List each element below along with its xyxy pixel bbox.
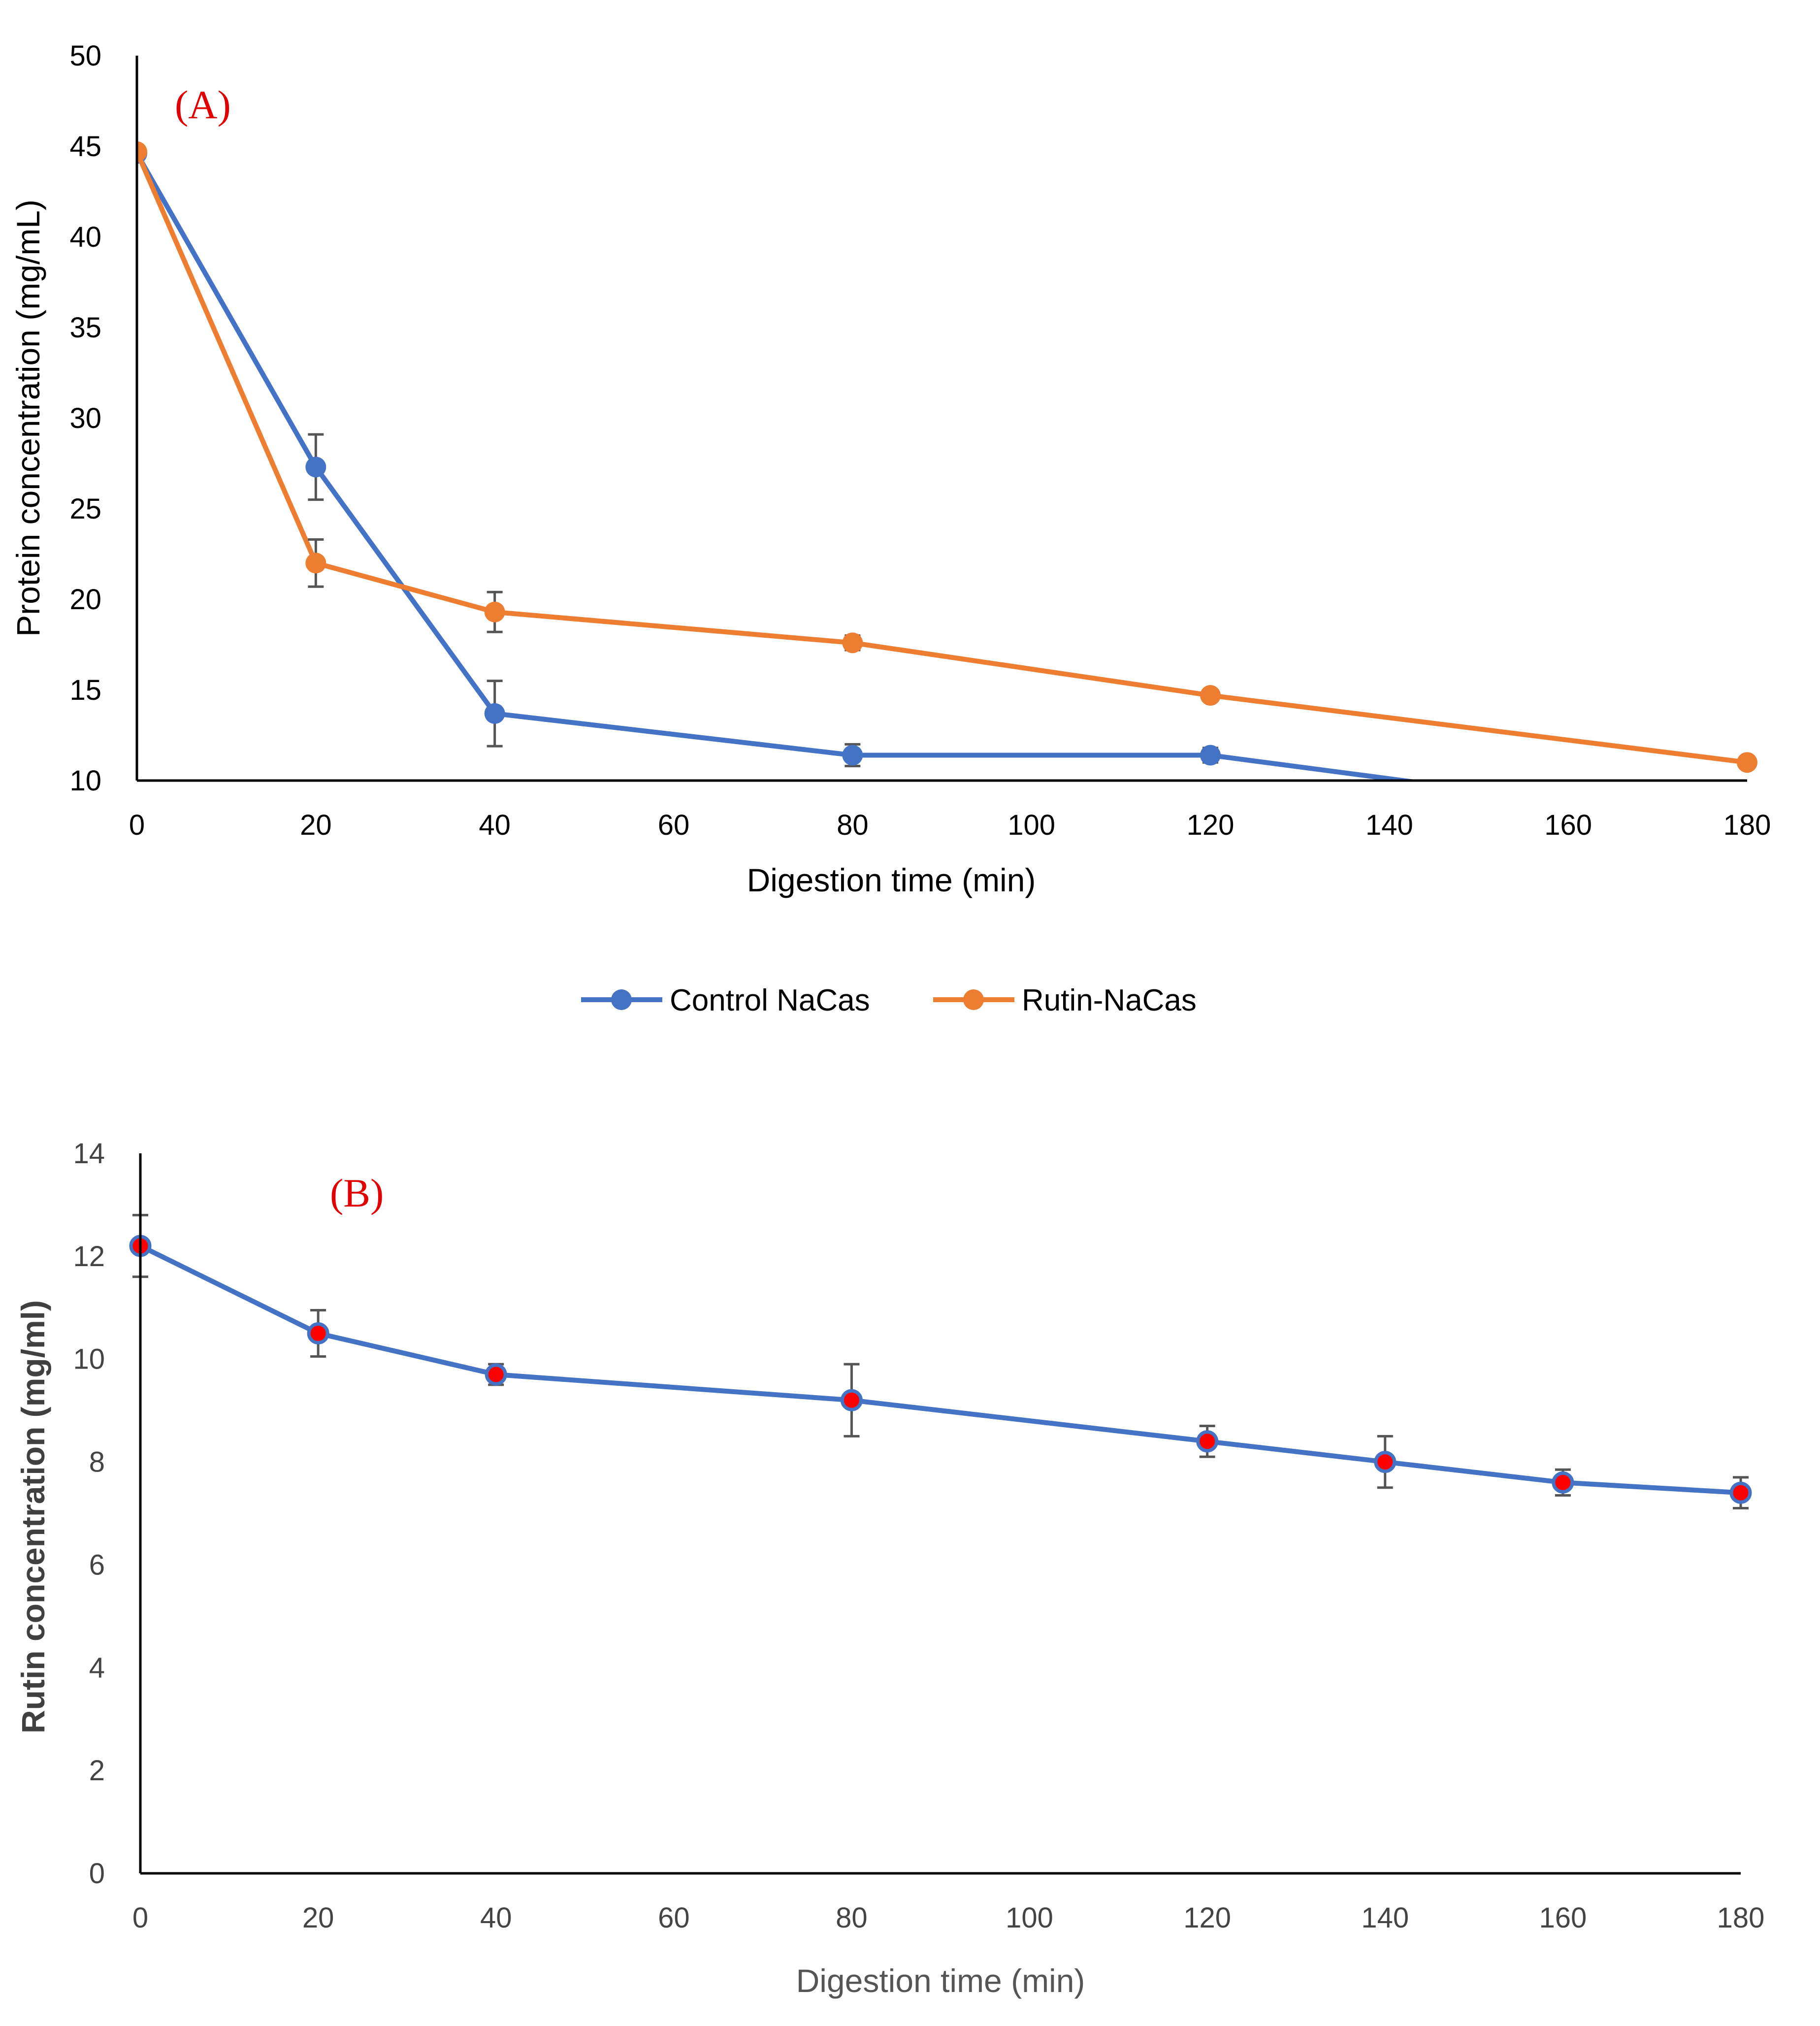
- x-tick-label: 80: [836, 1902, 868, 1934]
- data-point: [1729, 1481, 1752, 1504]
- data-point: [307, 1322, 329, 1344]
- panel-b-x-ticks: 0 20 40 60 80 100 120 140 160 180: [132, 1902, 1765, 1934]
- y-tick-label: 20: [69, 584, 101, 616]
- panel-a-chart: 10 15 20 25 30 35 40 45 50 0 20 40 60 80 100 120 140 160…: [10, 40, 1771, 1017]
- x-tick-label: 160: [1544, 809, 1592, 841]
- series-line: [137, 151, 1748, 765]
- y-tick-label: 45: [69, 131, 101, 163]
- panel-b-label: (B): [330, 1171, 384, 1215]
- legend-item: Control NaCas: [581, 983, 870, 1017]
- panel-a-series: [137, 141, 1757, 781]
- x-tick-label: 60: [658, 809, 690, 841]
- x-tick-label: 180: [1723, 809, 1771, 841]
- legend-swatch-marker: [963, 989, 984, 1010]
- y-tick-label: 6: [89, 1549, 105, 1581]
- data-point: [1200, 745, 1221, 766]
- y-tick-label: 0: [89, 1858, 105, 1890]
- x-tick-label: 140: [1361, 1902, 1409, 1934]
- y-tick-label: 2: [89, 1755, 105, 1787]
- data-point: [484, 601, 505, 622]
- legend-label: Control NaCas: [670, 983, 870, 1017]
- data-point: [485, 1363, 507, 1386]
- data-point: [842, 632, 863, 654]
- x-tick-label: 80: [837, 809, 869, 841]
- y-tick-label: 14: [73, 1138, 105, 1170]
- legend-label: Rutin-NaCas: [1022, 983, 1197, 1017]
- legend-swatch-marker: [611, 989, 632, 1010]
- panel-b-y-ticks: 0 2 4 6 8 10 12 14: [73, 1138, 105, 1890]
- panel-a-label: (A): [175, 82, 231, 127]
- data-point: [1374, 1451, 1397, 1473]
- x-tick-label: 100: [1006, 1902, 1053, 1934]
- panel-a-y-axis-title: Protein concentration (mg/mL): [10, 199, 46, 637]
- x-tick-label: 120: [1187, 809, 1235, 841]
- panel-b-y-axis-title: Rutin concentration (mg/ml): [15, 1300, 51, 1733]
- data-point: [1200, 685, 1221, 706]
- data-point: [840, 1389, 863, 1411]
- y-tick-label: 15: [69, 674, 101, 706]
- panel-a-y-ticks: 10 15 20 25 30 35 40 45 50: [69, 40, 101, 797]
- series-line: [137, 152, 1422, 781]
- panel-a-x-ticks: 0 20 40 60 80 100 120 140 160 180: [129, 809, 1771, 841]
- x-tick-label: 100: [1008, 809, 1055, 841]
- x-tick-label: 140: [1365, 809, 1413, 841]
- y-tick-label: 25: [69, 493, 101, 525]
- y-tick-label: 40: [69, 221, 101, 253]
- x-tick-label: 0: [129, 809, 145, 841]
- legend-item: Rutin-NaCas: [933, 983, 1197, 1017]
- y-tick-label: 50: [69, 40, 101, 72]
- x-tick-label: 180: [1717, 1902, 1765, 1934]
- y-tick-label: 10: [69, 765, 101, 797]
- x-tick-label: 160: [1539, 1902, 1587, 1934]
- data-point: [305, 457, 326, 478]
- x-tick-label: 20: [302, 1902, 334, 1934]
- data-point: [1552, 1471, 1574, 1494]
- panel-b-series: [129, 1213, 1752, 1510]
- x-tick-label: 0: [132, 1902, 148, 1934]
- x-tick-label: 120: [1183, 1902, 1231, 1934]
- panel-b-x-axis-title: Digestion time (min): [796, 1962, 1085, 1999]
- panel-a-x-axis-title: Digestion time (min): [747, 862, 1036, 898]
- panel-b-chart: 0 2 4 6 8 10 12 14 0 20 40 60 80 100 120 140 160 180 (B)…: [15, 1138, 1764, 1999]
- data-point: [842, 745, 863, 766]
- x-tick-label: 20: [300, 809, 332, 841]
- data-point: [305, 553, 326, 574]
- y-tick-label: 35: [69, 312, 101, 344]
- data-point: [1737, 752, 1757, 773]
- data-point: [137, 141, 147, 163]
- series-line: [139, 1243, 1741, 1496]
- y-tick-label: 30: [69, 402, 101, 434]
- data-point: [484, 703, 505, 724]
- data-point: [1196, 1430, 1219, 1453]
- y-tick-label: 10: [73, 1343, 105, 1375]
- y-tick-label: 4: [89, 1652, 105, 1684]
- x-tick-label: 40: [480, 1902, 512, 1934]
- y-tick-label: 12: [73, 1241, 105, 1273]
- x-tick-label: 60: [658, 1902, 690, 1934]
- panel-a-legend: Control NaCas Rutin-NaCas: [581, 983, 1197, 1017]
- y-tick-label: 8: [89, 1446, 105, 1478]
- x-tick-label: 40: [479, 809, 511, 841]
